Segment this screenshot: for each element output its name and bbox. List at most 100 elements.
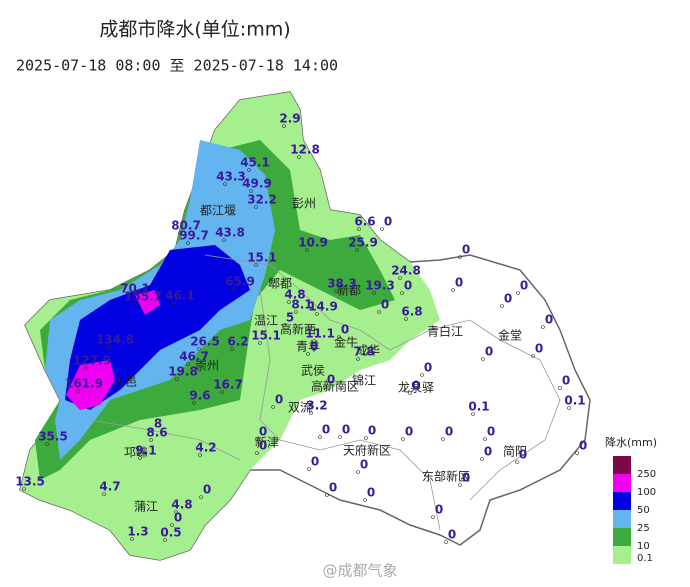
station-dot — [325, 493, 329, 497]
station-value: 35.5 — [38, 430, 68, 444]
station-value: 12.8 — [290, 143, 320, 157]
station-dot — [404, 317, 408, 321]
station-dot — [567, 406, 571, 410]
station-dot — [186, 241, 190, 245]
district-label: 天府新区 — [343, 443, 391, 458]
station-value: 25.9 — [348, 236, 378, 250]
legend-swatch — [613, 456, 631, 474]
district-label: 简阳 — [503, 445, 527, 459]
station-dot — [312, 339, 316, 343]
station-dot — [172, 301, 176, 305]
station-value: 6.8 — [401, 305, 422, 319]
station-dot — [220, 390, 224, 394]
station-dot — [307, 467, 311, 471]
station-value: 0 — [412, 379, 420, 393]
station-value: 11.1 — [305, 327, 335, 341]
station-value: 0 — [484, 445, 492, 459]
station-value: 49.9 — [242, 177, 272, 191]
station-dot — [357, 227, 361, 231]
station-dot — [282, 124, 286, 128]
station-dot — [398, 276, 402, 280]
district-label: 邛崃 — [124, 446, 148, 460]
district-label: 新津 — [255, 435, 279, 450]
time-range: 2025-07-18 08:00 至 2025-07-18 14:00 — [16, 57, 338, 75]
station-value: 0 — [485, 345, 493, 359]
legend-label: 250 — [637, 469, 656, 480]
station-dot — [254, 263, 258, 267]
legend: 降水(mm) 250 100 50 25 100.1 — [605, 435, 657, 564]
station-dot — [282, 323, 286, 327]
station-value: 43.8 — [215, 226, 245, 240]
station-dot — [150, 429, 154, 433]
station-value: 4.8 — [171, 498, 192, 512]
station-dot — [258, 341, 262, 345]
station-dot — [287, 300, 291, 304]
station-value: 10.9 — [298, 236, 328, 250]
station-value: 0 — [329, 481, 337, 495]
station-dot — [408, 391, 412, 395]
station-value: 0 — [405, 425, 413, 439]
station-dot — [458, 483, 462, 487]
station-value: 0 — [360, 458, 368, 472]
station-dot — [297, 155, 301, 159]
station-dot — [84, 366, 88, 370]
station-dot — [431, 515, 435, 519]
district-label: 金堂 — [498, 328, 522, 343]
station-value: 14.9 — [308, 300, 338, 314]
station-value: 127.9 — [73, 354, 111, 368]
legend-swatch — [613, 546, 631, 564]
station-dot — [107, 345, 111, 349]
station-dot — [102, 492, 106, 496]
station-value: 0 — [435, 503, 443, 517]
legend-swatch — [613, 492, 631, 510]
station-value: 0 — [448, 528, 456, 542]
station-dot — [178, 231, 182, 235]
station-value: 0 — [342, 423, 350, 437]
title: 成都市降水(单位:mm) — [99, 19, 290, 41]
station-dot — [444, 540, 448, 544]
station-value: 80.7 — [171, 219, 201, 233]
station-value: 99.7 — [179, 229, 209, 243]
district-label: 大邑 — [113, 375, 137, 389]
station-value: 0 — [381, 298, 389, 312]
station-value: 0 — [562, 374, 570, 388]
station-value: 46.1 — [165, 289, 195, 303]
station-dot — [531, 354, 535, 358]
station-dot — [315, 312, 319, 316]
station-value: 26.5 — [190, 335, 220, 349]
station-dot — [401, 437, 405, 441]
district-label: 青白江 — [427, 324, 463, 339]
map-shapes — [19, 91, 591, 561]
station-dot — [441, 437, 445, 441]
district-label: 都江堰 — [200, 204, 236, 218]
legend-label: 10 — [637, 541, 650, 552]
station-value: 0 — [327, 373, 335, 387]
legend-label: 0.1 — [637, 553, 653, 564]
station-value: 0 — [520, 279, 528, 293]
station-value: 0 — [519, 448, 527, 462]
station-dot — [471, 412, 475, 416]
station-dot — [222, 238, 226, 242]
station-value: 0.1 — [564, 394, 585, 408]
station-dot — [356, 470, 360, 474]
station-value: 19.3 — [365, 279, 395, 293]
station-value: 0 — [462, 471, 470, 485]
station-value: 0 — [445, 425, 453, 439]
station-value: 0 — [545, 313, 553, 327]
station-dot — [249, 189, 253, 193]
station-value: 4.2 — [195, 441, 216, 455]
station-value: 0 — [404, 279, 412, 293]
station-value: 65.9 — [225, 275, 255, 289]
station-value: 134.8 — [96, 333, 134, 347]
station-dot — [558, 386, 562, 390]
station-value: 9.1 — [135, 444, 156, 458]
station-value: 1.3 — [127, 525, 148, 539]
district-label: 高新南区 — [311, 379, 359, 394]
district-label: 高新西 — [280, 322, 316, 337]
station-dot — [480, 457, 484, 461]
station-value: 0 — [311, 455, 319, 469]
station-dot — [255, 451, 259, 455]
legend-label: 100 — [637, 487, 656, 498]
station-value: 5 — [286, 311, 294, 325]
